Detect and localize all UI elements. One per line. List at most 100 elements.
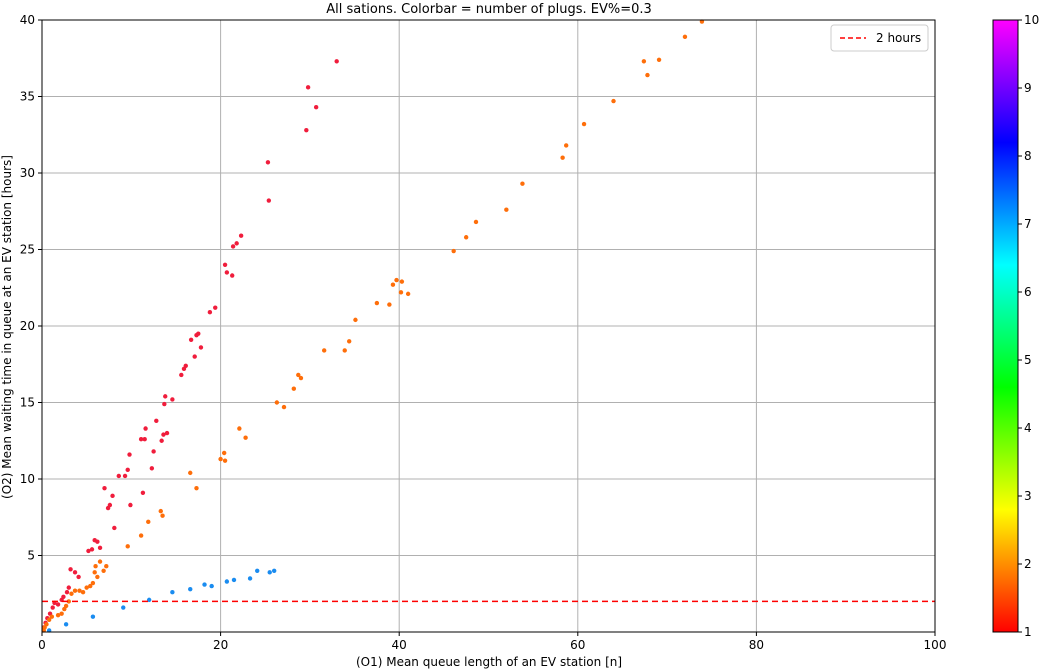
colorbar-ticks: 1 2 3 4 5 6 7 8 9 10 xyxy=(1018,13,1039,639)
scatter-point xyxy=(66,599,71,604)
scatter-point xyxy=(112,525,117,531)
x-tick-label: 20 xyxy=(213,638,228,652)
scatter-point xyxy=(138,533,144,538)
scatter-point xyxy=(266,198,272,203)
scatter-point xyxy=(374,300,380,306)
scatter-point xyxy=(207,310,213,315)
scatter-point xyxy=(394,277,399,283)
x-tick-label: 60 xyxy=(570,638,585,652)
scatter-point xyxy=(188,586,193,592)
legend-box xyxy=(830,24,929,52)
scatter-point xyxy=(238,233,244,238)
scatter-point xyxy=(234,241,239,246)
scatter-point xyxy=(170,590,175,595)
scatter-point xyxy=(72,588,78,593)
scatter-point xyxy=(158,508,163,514)
scatter-point xyxy=(520,181,525,186)
scatter-point xyxy=(151,449,156,454)
scatter-point xyxy=(61,594,66,600)
y-tick-label: 25 xyxy=(20,243,35,257)
scatter-point xyxy=(140,490,146,495)
scatter-point xyxy=(97,545,103,551)
scatter-point xyxy=(202,582,207,587)
scatter-point xyxy=(55,602,61,607)
colorbar-tick-label: 10 xyxy=(1024,13,1039,27)
scatter-point xyxy=(128,502,133,508)
scatter-point xyxy=(346,339,352,344)
scatter-point xyxy=(265,160,271,165)
scatter-point xyxy=(473,219,479,225)
scatter-point xyxy=(218,456,223,462)
scatter-point xyxy=(563,143,569,148)
scatter-point xyxy=(230,273,235,278)
scatter-point xyxy=(138,437,144,442)
scatter-point xyxy=(84,585,89,590)
scatter-point xyxy=(304,127,309,133)
scatter-point xyxy=(64,590,70,595)
scatter-point xyxy=(125,544,130,549)
scatter-point xyxy=(641,59,647,64)
scatter-point xyxy=(86,548,91,554)
scatter-point xyxy=(161,432,166,437)
scatter-point xyxy=(90,580,96,586)
scatter-point xyxy=(90,614,96,619)
scatter-point xyxy=(222,262,228,267)
y-axis-ticks: 5 10 15 20 25 30 35 40 xyxy=(20,13,42,563)
scatter-point xyxy=(59,611,64,616)
scatter-point xyxy=(194,485,199,491)
scatter-point xyxy=(146,519,151,525)
scatter-point xyxy=(76,574,81,580)
scatter-point xyxy=(188,470,193,476)
colorbar-tick-label: 5 xyxy=(1024,353,1032,367)
scatter-point xyxy=(93,564,98,569)
scatter-point xyxy=(682,34,688,40)
x-tick-label: 0 xyxy=(38,638,46,652)
scatter-point xyxy=(560,155,565,160)
scatter-point xyxy=(296,372,301,378)
scatter-point xyxy=(72,570,78,575)
legend: 2 hours xyxy=(830,24,929,52)
scatter-point xyxy=(463,235,469,240)
scatter-point xyxy=(313,105,319,110)
scatter-point xyxy=(230,244,236,249)
scatter-point xyxy=(55,612,61,618)
x-axis-label: (O1) Mean queue length of an EV station … xyxy=(356,655,622,669)
scatter-point xyxy=(143,426,148,431)
scatter-point xyxy=(291,386,297,391)
scatter-point xyxy=(110,493,115,499)
scatter-point xyxy=(504,207,509,212)
scatter-point xyxy=(107,502,113,508)
scatter-point xyxy=(104,564,109,569)
colorbar-tick-label: 3 xyxy=(1024,489,1032,503)
scatter-point xyxy=(63,603,69,609)
scatter-point xyxy=(154,418,159,424)
scatter-point xyxy=(390,282,396,287)
y-tick-label: 30 xyxy=(20,166,35,180)
scatter-point xyxy=(142,437,147,442)
scatter-point xyxy=(146,597,152,603)
x-axis-ticks: 0 20 40 60 80 100 xyxy=(38,632,946,652)
scatter-point xyxy=(102,485,107,491)
scatter-point xyxy=(77,588,82,593)
scatter-point xyxy=(89,547,95,552)
scatter-point xyxy=(224,270,230,275)
scatter-point xyxy=(222,458,228,463)
scatter-point xyxy=(298,375,304,381)
scatter-point xyxy=(387,302,392,307)
legend-label: 2 hours xyxy=(876,31,921,45)
scatter-point xyxy=(101,568,106,573)
scatter-point xyxy=(63,622,69,627)
scatter-point xyxy=(645,72,650,78)
colorbar-tick-label: 2 xyxy=(1024,557,1032,571)
scatter-point xyxy=(247,576,253,581)
colorbar-tick-label: 6 xyxy=(1024,285,1032,299)
scatter-point xyxy=(334,59,339,64)
colorbar-tick-label: 8 xyxy=(1024,149,1032,163)
scatter-point xyxy=(44,622,49,627)
scatter-point xyxy=(243,435,248,440)
scatter-point xyxy=(68,567,73,572)
scatter-point xyxy=(125,467,130,473)
scatter-point xyxy=(224,579,230,584)
scatter-point xyxy=(255,568,260,573)
